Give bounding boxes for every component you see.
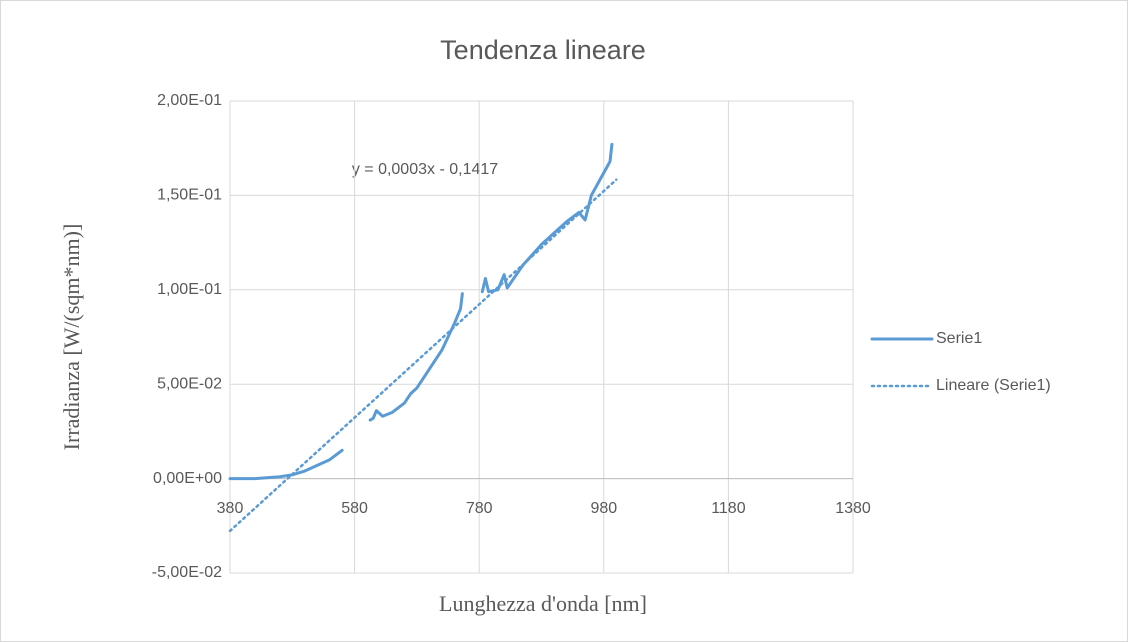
y-tick-label: 2,00E-01 bbox=[157, 92, 222, 109]
x-axis-title: Lunghezza d'onda [nm] bbox=[439, 591, 647, 616]
trend-equation: y = 0,0003x - 0,1417 bbox=[352, 161, 498, 178]
y-tick-label: 1,00E-01 bbox=[157, 281, 222, 298]
y-tick-label: 0,00E+00 bbox=[153, 470, 222, 487]
x-tick-label: 980 bbox=[590, 500, 617, 517]
y-tick-label: -5,00E-02 bbox=[152, 564, 222, 581]
x-tick-label: 580 bbox=[341, 500, 368, 517]
legend-label: Lineare (Serie1) bbox=[936, 377, 1051, 394]
x-tick-label: 380 bbox=[217, 500, 244, 517]
y-axis-title: Irradianza [W/(sqm*nm)] bbox=[59, 224, 84, 451]
legend-label: Serie1 bbox=[936, 330, 982, 347]
y-tick-label: 1,50E-01 bbox=[157, 187, 222, 204]
x-tick-label: 1380 bbox=[835, 500, 871, 517]
y-tick-label: 5,00E-02 bbox=[157, 375, 222, 392]
chart-title: Tendenza lineare bbox=[440, 35, 646, 65]
x-tick-label: 1180 bbox=[711, 500, 746, 517]
x-tick-label: 780 bbox=[466, 500, 493, 517]
trend-line bbox=[228, 178, 618, 533]
